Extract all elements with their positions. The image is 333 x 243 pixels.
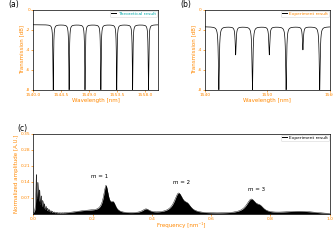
- X-axis label: Wavelength [nm]: Wavelength [nm]: [72, 98, 120, 103]
- Y-axis label: Transmission [dB]: Transmission [dB]: [19, 25, 24, 74]
- X-axis label: Wavelength [nm]: Wavelength [nm]: [243, 98, 291, 103]
- Legend: Experiment result: Experiment result: [281, 11, 329, 17]
- Y-axis label: Normalized amplitude [A.U.]: Normalized amplitude [A.U.]: [14, 135, 19, 213]
- Legend: Experiment result: Experiment result: [281, 135, 329, 141]
- Text: m = 2: m = 2: [173, 180, 190, 185]
- Text: m = 3: m = 3: [248, 187, 266, 192]
- X-axis label: Frequency [nm⁻¹]: Frequency [nm⁻¹]: [157, 222, 206, 228]
- Y-axis label: Transmission [dB]: Transmission [dB]: [191, 25, 196, 74]
- Text: m = 1: m = 1: [92, 174, 109, 179]
- Legend: Theoretical result: Theoretical result: [110, 11, 157, 17]
- Text: (b): (b): [180, 0, 191, 9]
- Text: (a): (a): [8, 0, 19, 9]
- Text: (c): (c): [17, 124, 27, 133]
